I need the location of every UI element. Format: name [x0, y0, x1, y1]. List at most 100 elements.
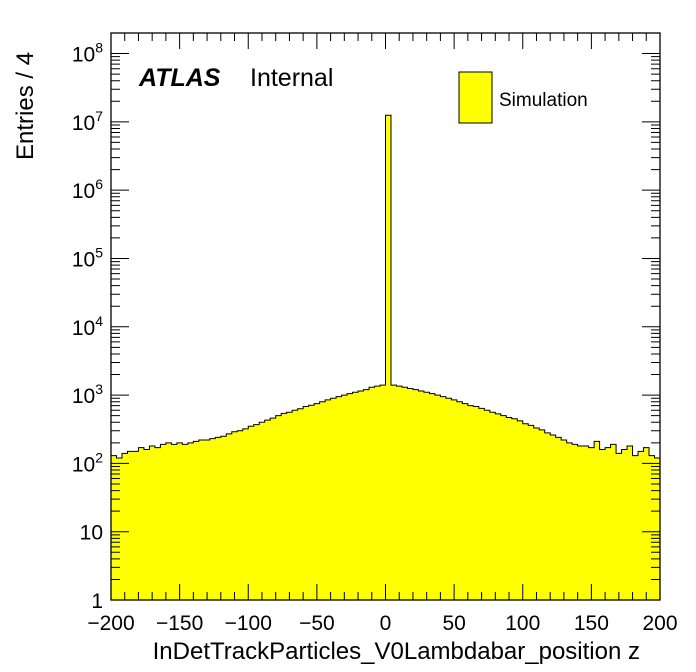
y-tick-label: 108 [72, 40, 103, 67]
y-tick-label: 105 [72, 244, 103, 271]
y-axis-title: Entries / 4 [12, 52, 39, 160]
histogram-bar [517, 420, 524, 600]
histogram-bar [319, 401, 326, 600]
histogram-bar [127, 451, 134, 600]
histogram-bar [605, 447, 611, 600]
histogram-bar [121, 453, 128, 600]
y-tick-label: 10 [80, 522, 103, 545]
histogram-bar [341, 395, 348, 600]
histogram-bar [434, 395, 441, 600]
histogram-bar [149, 445, 156, 600]
histogram-bar [358, 390, 364, 600]
internal-label: Internal [250, 64, 333, 92]
histogram-bar [182, 444, 189, 600]
histogram-bar [638, 451, 644, 600]
histogram-bar [198, 440, 205, 600]
histogram-bar [347, 393, 353, 600]
histogram-bar [215, 437, 222, 600]
histogram-bar [550, 435, 556, 600]
histogram-bar [401, 387, 408, 600]
histogram-bar [478, 408, 485, 600]
x-tick-label: 200 [642, 612, 677, 635]
histogram-bar [561, 440, 567, 600]
histogram-bar [380, 385, 386, 600]
histogram-bar [627, 445, 633, 600]
histogram-bar [621, 449, 628, 600]
histogram-bar [187, 442, 194, 600]
histogram-bar [303, 406, 309, 600]
histogram-bar [539, 429, 546, 600]
x-tick-label: −150 [156, 612, 203, 635]
histogram-bar [533, 427, 540, 600]
legend: Simulation [458, 71, 588, 124]
histogram-bar [143, 449, 150, 600]
histogram-bar [209, 438, 216, 600]
histogram-bar [489, 412, 496, 600]
histogram-bar [281, 413, 287, 600]
histogram-bar [138, 447, 145, 600]
histogram-bar [336, 396, 342, 600]
histogram-bar [385, 115, 392, 601]
histogram-bar [165, 442, 172, 600]
histogram-bar [231, 431, 238, 600]
histogram-bar [418, 390, 425, 600]
histogram-bar [292, 410, 298, 600]
histogram-bar [220, 436, 227, 600]
histogram-bar [583, 445, 589, 600]
histogram-bar [226, 433, 233, 600]
y-tick-label: 103 [72, 381, 103, 408]
histogram-bar [462, 403, 469, 600]
histogram-bar [594, 441, 600, 600]
legend-entry-simulation: Simulation [499, 90, 588, 111]
x-tick-label: −100 [225, 612, 272, 635]
histogram-bar [330, 398, 337, 600]
histogram-bar [555, 437, 562, 600]
histogram-bar [572, 444, 578, 600]
histogram-bar [506, 417, 513, 600]
histogram-bar [467, 405, 474, 600]
histogram-bar [253, 424, 260, 600]
y-tick-labels: 1 10 102 103 104 105 106 107 108 [72, 40, 103, 613]
histogram-bar [440, 396, 447, 600]
histogram-bar [451, 399, 458, 600]
histogram-bar [412, 389, 419, 600]
histogram-outline [110, 114, 661, 600]
histogram-bar [363, 389, 370, 600]
histogram-bar [500, 415, 507, 600]
atlas-label: ATLAS [138, 64, 221, 92]
histogram-bar [654, 457, 661, 600]
histogram-bar [473, 406, 480, 600]
y-tick-label: 1 [91, 590, 103, 613]
x-axis-title: InDetTrackParticles_V0Lambdabar_position… [153, 638, 640, 665]
histogram-bar [259, 422, 266, 600]
histogram-bar [616, 453, 622, 600]
histogram-bar [632, 455, 639, 600]
histogram-bar [599, 449, 606, 600]
x-tick-label: −200 [87, 612, 134, 635]
histogram-bar [643, 447, 650, 600]
histogram-bar [390, 385, 397, 600]
x-tick-label: 50 [442, 612, 465, 635]
histogram-bar [116, 457, 123, 600]
y-tick-label: 107 [72, 108, 103, 135]
histogram-bar [423, 392, 430, 600]
histogram-bar [528, 425, 535, 600]
histogram-bar [511, 418, 518, 600]
histogram-bar [154, 447, 161, 600]
histogram-bar [445, 398, 452, 600]
histogram-bar [577, 445, 584, 600]
histogram-bar [429, 393, 436, 600]
histogram-bar [544, 432, 551, 600]
x-tick-label: −50 [299, 612, 335, 635]
histogram-bar [237, 430, 244, 600]
histogram-bar [132, 451, 139, 600]
histogram-bar [286, 412, 293, 600]
histogram-bar [325, 399, 331, 600]
x-tick-labels: −200 −150 −100 −50 0 50 100 150 200 [87, 612, 677, 635]
histogram-bar [566, 442, 573, 600]
histogram-bar [314, 403, 320, 600]
histogram-bar [242, 428, 249, 600]
histogram-bar [264, 420, 271, 600]
histogram-bar [522, 423, 529, 600]
